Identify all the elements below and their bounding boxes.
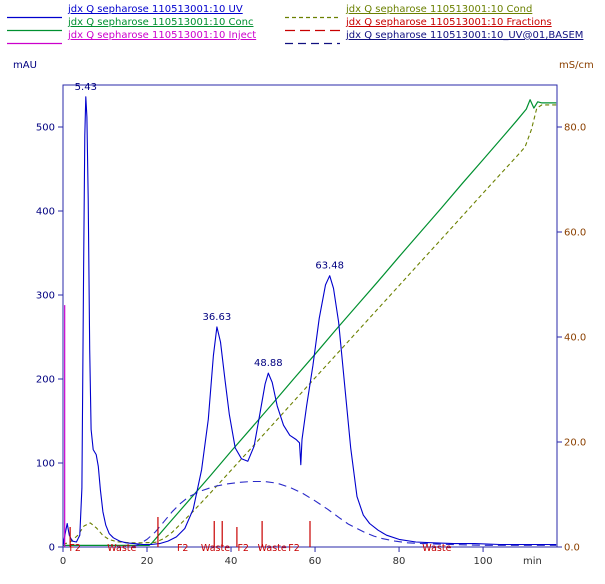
svg-text:48.88: 48.88	[254, 358, 283, 369]
svg-text:20.0: 20.0	[564, 438, 586, 449]
legend-line-basem-icon	[284, 32, 341, 45]
legend-item-uv: jdx Q sepharose 110513001:10 UV	[6, 3, 256, 19]
legend-label-basem: jdx Q sepharose 110513001:10_UV@01,BASEM	[346, 30, 584, 41]
chromatogram-plot: 0 20 40 60 80 100 0 100 200 300 400 500 0.0 20.0 40.0 6…	[13, 60, 594, 567]
series-conc	[63, 99, 557, 546]
svg-text:mS/cm: mS/cm	[559, 60, 594, 71]
series-uv-01-basem	[132, 480, 557, 548]
legend-label-conc: jdx Q sepharose 110513001:10 Conc	[68, 17, 254, 28]
svg-text:100: 100	[474, 556, 493, 567]
series-cond	[62, 104, 557, 545]
legend-item-fractions: jdx Q sepharose 110513001:10 Fractions	[284, 16, 583, 32]
svg-text:Waste: Waste	[107, 543, 136, 554]
svg-text:F2: F2	[177, 543, 189, 554]
svg-text:5.43: 5.43	[75, 82, 97, 93]
legend-item-inject: jdx Q sepharose 110513001:10 Inject	[6, 29, 257, 45]
series-uv	[62, 96, 557, 546]
svg-text:200: 200	[36, 375, 55, 386]
chart-legend-column-1: jdx Q sepharose 110513001:10 UV jdx Q se…	[6, 3, 257, 45]
legend-line-fractions-icon	[284, 19, 341, 32]
svg-text:Waste: Waste	[422, 543, 451, 554]
svg-text:60.0: 60.0	[564, 228, 586, 239]
legend-label-cond: jdx Q sepharose 110513001:10 Cond	[346, 4, 533, 15]
legend-item-basem: jdx Q sepharose 110513001:10_UV@01,BASEM	[284, 29, 584, 45]
svg-text:300: 300	[36, 291, 55, 302]
svg-text:36.63: 36.63	[203, 312, 232, 323]
svg-text:F2: F2	[288, 543, 300, 554]
legend-item-conc: jdx Q sepharose 110513001:10 Conc	[6, 16, 256, 32]
svg-text:60: 60	[309, 556, 322, 567]
svg-text:100: 100	[36, 459, 55, 470]
legend-label-inject: jdx Q sepharose 110513001:10 Inject	[68, 30, 257, 41]
legend-line-inject-icon	[6, 32, 63, 45]
svg-text:0: 0	[60, 556, 66, 567]
svg-text:mAU: mAU	[13, 60, 37, 71]
svg-text:500: 500	[36, 123, 55, 134]
svg-text:min: min	[523, 556, 542, 567]
svg-text:Waste: Waste	[258, 543, 287, 554]
chart-legend-column-2: jdx Q sepharose 110513001:10 Cond jdx Q …	[284, 3, 584, 45]
svg-text:20: 20	[141, 556, 154, 567]
axes: 0 20 40 60 80 100 0 100 200 300 400 500 0.0 20.0 40.0 6…	[13, 60, 594, 567]
svg-text:80: 80	[393, 556, 406, 567]
svg-text:0.0: 0.0	[564, 543, 580, 554]
svg-text:F2: F2	[237, 543, 249, 554]
legend-label-fractions: jdx Q sepharose 110513001:10 Fractions	[346, 17, 552, 28]
legend-item-cond: jdx Q sepharose 110513001:10 Cond	[284, 3, 583, 19]
svg-text:400: 400	[36, 207, 55, 218]
legend-line-cond-icon	[284, 6, 341, 19]
svg-text:80.0: 80.0	[564, 123, 586, 134]
svg-text:Waste: Waste	[201, 543, 230, 554]
svg-text:40.0: 40.0	[564, 333, 586, 344]
legend-label-uv: jdx Q sepharose 110513001:10 UV	[68, 4, 243, 15]
fraction-marks: F2 Waste F2 Waste F2 Waste F2 Waste	[69, 517, 452, 554]
peak-labels: 5.43 36.63 48.88 63.48	[75, 82, 344, 369]
svg-text:40: 40	[225, 556, 238, 567]
svg-text:F2: F2	[69, 543, 81, 554]
svg-text:63.48: 63.48	[315, 261, 344, 272]
legend-line-uv-icon	[6, 6, 63, 19]
legend-line-conc-icon	[6, 19, 63, 32]
svg-text:0: 0	[49, 543, 55, 554]
